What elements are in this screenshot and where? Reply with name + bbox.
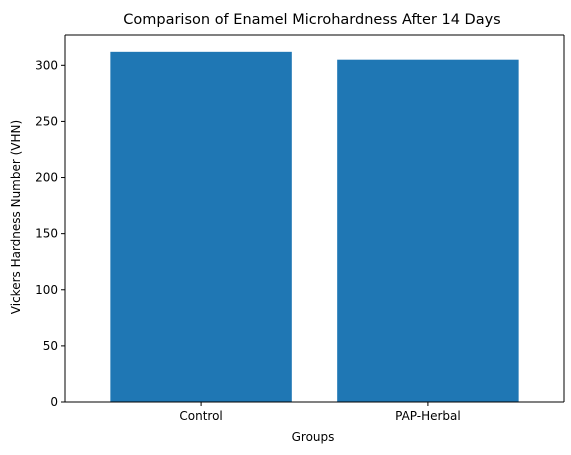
y-tick-label: 250: [35, 114, 58, 128]
chart-title: Comparison of Enamel Microhardness After…: [123, 12, 500, 28]
bar-pap-herbal: [337, 59, 519, 402]
y-tick-label: 150: [35, 227, 58, 241]
y-tick-label: 100: [35, 283, 58, 297]
x-tick-label: PAP-Herbal: [395, 409, 461, 423]
x-tick-label: Control: [179, 409, 222, 423]
y-tick-label: 0: [50, 395, 58, 409]
y-tick-label: 300: [35, 58, 58, 72]
y-tick-label: 50: [43, 339, 58, 353]
x-axis-label: Groups: [292, 430, 335, 444]
y-tick-label: 200: [35, 171, 58, 185]
bar-control: [110, 51, 292, 402]
plot-area: 0 50 100 150 200 250 300 Control PAP-Herbal: [35, 34, 565, 423]
y-axis-label: Vickers Hardness Number (VHN): [9, 120, 23, 314]
